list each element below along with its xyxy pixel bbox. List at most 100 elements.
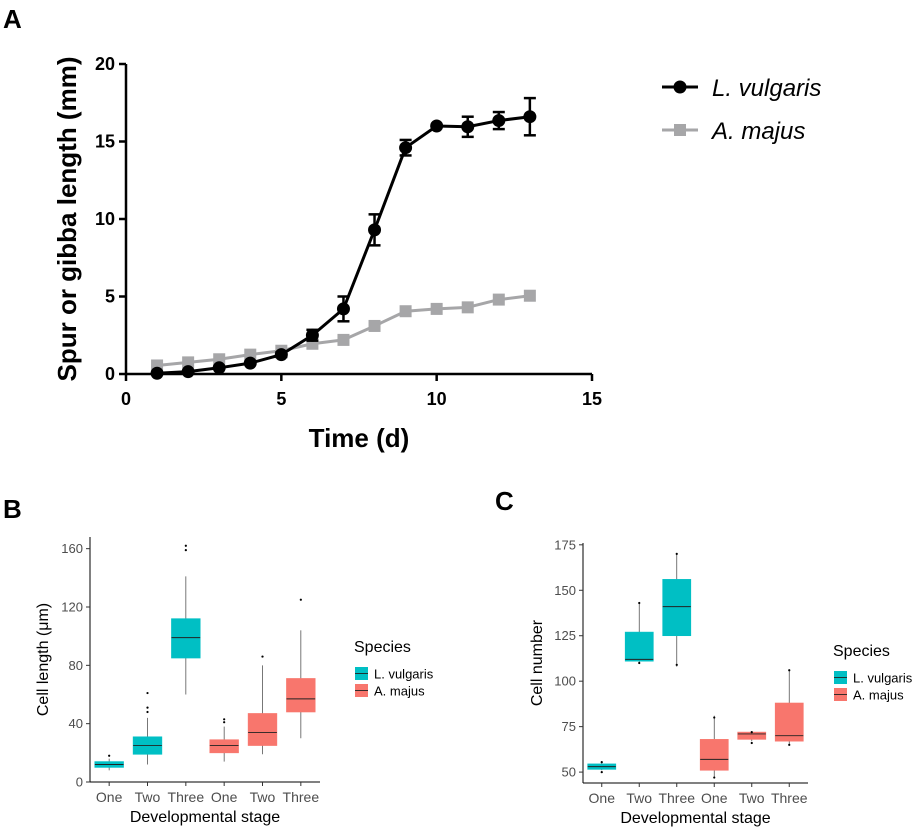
panel-b-letter: B — [3, 494, 22, 524]
box-l-vulgaris-three — [171, 618, 201, 659]
outlier-point-a-majus-three — [788, 669, 791, 672]
x-tick-label: 15 — [582, 389, 602, 409]
y-tick-label: 75 — [562, 719, 576, 734]
legend-marker-l-vulgaris — [673, 80, 687, 94]
data-point-l-vulgaris — [150, 366, 164, 380]
data-point-l-vulgaris — [430, 119, 444, 133]
x-category-label: Three — [658, 790, 695, 806]
y-axis-title: Cell number — [529, 619, 546, 706]
legend-marker-a-majus — [674, 124, 686, 136]
y-tick-label: 5 — [105, 287, 115, 307]
data-point-a-majus — [337, 333, 350, 346]
box-a-majus-two — [247, 713, 278, 746]
outlier-point-l-vulgaris-two — [638, 601, 641, 605]
outlier-point-a-majus-one — [223, 718, 226, 721]
data-point-l-vulgaris — [492, 114, 506, 128]
data-point-a-majus — [182, 356, 195, 369]
y-tick-label: 160 — [61, 541, 83, 556]
x-axis-title: Developmental stage — [130, 809, 280, 826]
data-point-l-vulgaris — [523, 110, 537, 124]
data-point-l-vulgaris — [181, 365, 195, 379]
x-category-label: Two — [739, 790, 765, 806]
y-tick-label: 80 — [69, 658, 83, 673]
data-point-a-majus — [368, 319, 381, 332]
panel-c-letter: C — [495, 486, 514, 516]
outlier-point-a-majus-two — [261, 655, 264, 658]
data-point-a-majus — [399, 305, 412, 318]
outlier-point-a-majus-two — [750, 730, 753, 734]
legend-label-l-vulgaris: L. vulgaris — [374, 667, 434, 682]
data-point-l-vulgaris — [399, 141, 413, 155]
outlier-point-l-vulgaris-two — [146, 706, 149, 709]
y-tick-label: 125 — [554, 628, 576, 643]
data-point-l-vulgaris — [243, 356, 257, 370]
y-tick-label: 0 — [76, 775, 83, 790]
y-axis-title: Spur or gibba length (mm) — [52, 57, 82, 382]
outlier-point-a-majus-one — [713, 716, 716, 719]
x-category-label: Three — [283, 789, 320, 805]
legend-label-a-majus: A. majus — [374, 684, 425, 699]
legend-label-a-majus: A. majus — [710, 118, 805, 145]
legend-label-l-vulgaris: L. vulgaris — [712, 75, 821, 102]
y-tick-label: 100 — [554, 674, 576, 689]
x-tick-label: 10 — [427, 389, 447, 409]
panel-a-letter: A — [3, 4, 22, 34]
panel-a-line-chart: 0 5 10 15 20 0 5 10 15 Time (d) Spur or gibba leng… — [52, 54, 821, 453]
outlier-point-a-majus-three — [788, 743, 791, 746]
outlier-point-l-vulgaris-two — [146, 691, 149, 695]
outlier-point-l-vulgaris-three — [184, 549, 187, 552]
x-category-label: One — [211, 789, 238, 805]
data-point-a-majus — [523, 289, 536, 302]
y-tick-label: 175 — [554, 537, 576, 552]
x-category-label: Two — [250, 789, 276, 805]
legend-label-l-vulgaris: L. vulgaris — [853, 671, 913, 686]
box-a-majus-one — [209, 739, 239, 754]
data-point-a-majus — [461, 301, 474, 314]
x-category-label: One — [96, 789, 123, 805]
outlier-point-l-vulgaris-three — [675, 663, 678, 666]
outlier-point-l-vulgaris-one — [600, 760, 603, 764]
y-tick-label: 50 — [562, 765, 576, 780]
x-category-label: Three — [771, 790, 808, 806]
x-axis-title: Time (d) — [309, 423, 410, 453]
box-a-majus-one — [699, 739, 729, 771]
outlier-point-l-vulgaris-two — [146, 710, 149, 714]
outlier-point-l-vulgaris-one — [108, 754, 111, 757]
outlier-point-a-majus-two — [750, 741, 753, 745]
legend-title: Species — [354, 639, 411, 656]
data-point-a-majus — [492, 293, 505, 306]
data-point-a-majus — [430, 302, 443, 315]
outlier-point-l-vulgaris-two — [638, 661, 641, 665]
outlier-point-l-vulgaris-three — [675, 552, 678, 556]
outlier-point-a-majus-one — [223, 721, 226, 724]
data-point-l-vulgaris — [461, 120, 475, 134]
box-a-majus-three — [774, 702, 804, 742]
x-tick-label: 5 — [276, 389, 286, 409]
x-category-label: Three — [168, 789, 205, 805]
data-point-l-vulgaris — [212, 361, 226, 375]
x-category-label: Two — [135, 789, 161, 805]
data-point-l-vulgaris — [336, 302, 350, 316]
outlier-point-a-majus-three — [299, 598, 302, 601]
data-point-l-vulgaris — [305, 328, 319, 342]
x-category-label: One — [701, 790, 728, 806]
data-point-l-vulgaris — [368, 223, 382, 237]
y-tick-label: 120 — [61, 600, 83, 615]
x-axis-title: Developmental stage — [620, 810, 770, 827]
x-category-label: One — [589, 790, 616, 806]
y-tick-label: 15 — [95, 132, 115, 152]
box-l-vulgaris-three — [662, 579, 692, 637]
box-a-majus-three — [286, 678, 316, 713]
legend-label-a-majus: A. majus — [853, 688, 904, 703]
y-tick-label: 10 — [95, 209, 115, 229]
y-tick-label: 20 — [95, 54, 115, 74]
y-tick-label: 0 — [105, 364, 115, 384]
y-tick-label: 150 — [554, 583, 576, 598]
outlier-point-l-vulgaris-three — [184, 544, 187, 547]
y-tick-label: 40 — [69, 716, 83, 731]
legend-title: Species — [833, 643, 890, 660]
box-l-vulgaris-two — [624, 631, 654, 662]
outlier-point-a-majus-one — [713, 776, 716, 779]
